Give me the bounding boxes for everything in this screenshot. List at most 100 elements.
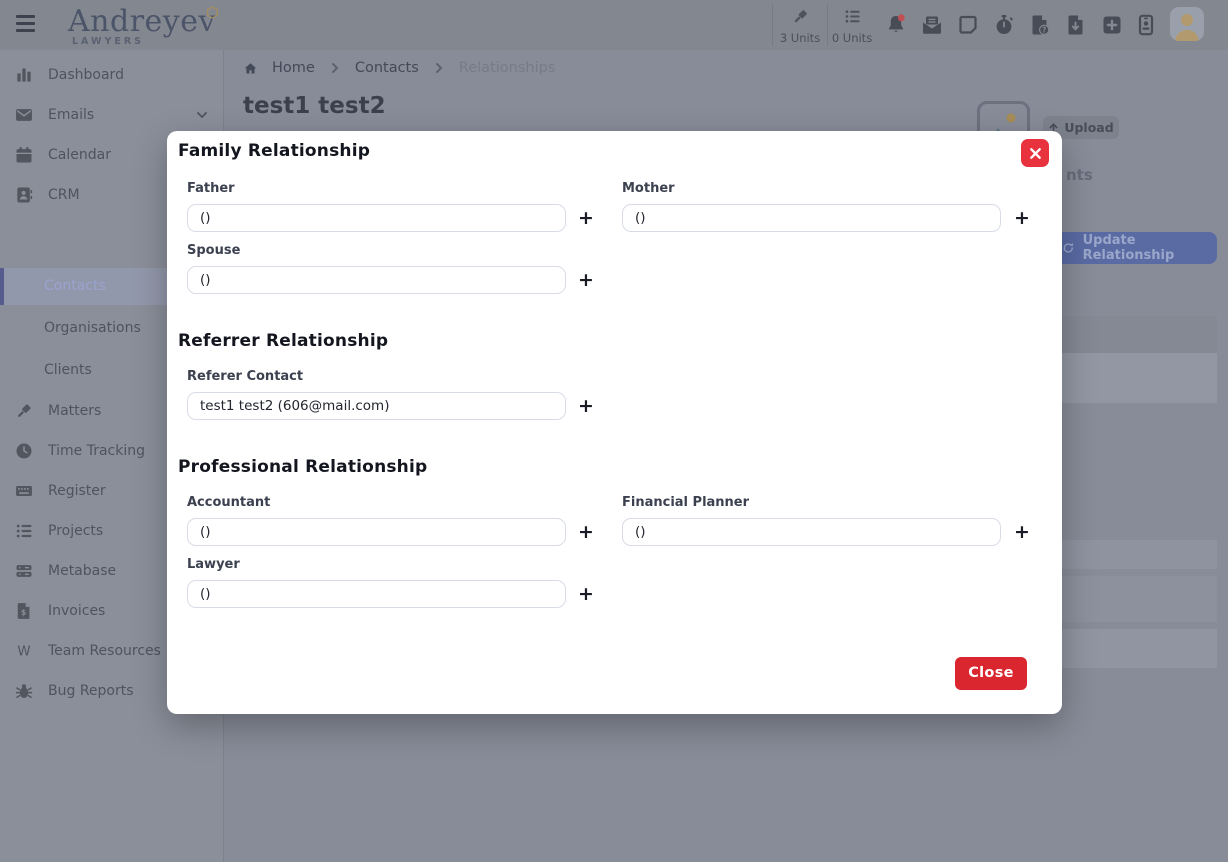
bell-icon[interactable] (884, 13, 908, 37)
units-gavel[interactable]: 3 Units (772, 4, 827, 46)
sidebar-label: Projects (48, 523, 104, 539)
modal-close-x-button[interactable] (1021, 139, 1049, 167)
sidebar-item-matters[interactable]: Matters (0, 391, 224, 431)
sidebar-label: Time Tracking (48, 443, 145, 459)
sidebar-item-crm[interactable]: CRM (0, 175, 224, 215)
hexagon-logo-icon (206, 6, 219, 19)
accountant-label: Accountant (187, 495, 271, 510)
svg-text:?: ? (1042, 26, 1046, 35)
user-avatar[interactable] (1170, 7, 1204, 41)
partially-hidden-text: nts (1066, 166, 1093, 184)
add-mother-button[interactable]: + (1014, 207, 1030, 229)
sidebar-label: Register (48, 483, 106, 499)
sidebar-item-metabase[interactable]: Metabase (0, 551, 224, 591)
envelope-icon (16, 109, 32, 121)
upload-button[interactable]: Upload (1043, 116, 1119, 139)
update-relationship-button[interactable]: Update Relationship (1040, 232, 1217, 264)
file-download-icon[interactable] (1064, 13, 1088, 37)
accountant-input[interactable]: () (187, 518, 566, 546)
page-title: test1 test2 (243, 93, 386, 119)
sidebar-label: Metabase (48, 563, 117, 579)
units-list[interactable]: 0 Units (827, 4, 876, 46)
file-question-icon[interactable]: ? (1028, 13, 1052, 37)
breadcrumb-relationships: Relationships (458, 60, 556, 76)
sidebar-label: Invoices (48, 603, 106, 619)
hamburger-menu-icon[interactable] (16, 15, 35, 32)
sidebar-item-invoices[interactable]: $ Invoices (0, 591, 224, 631)
referer-contact-input[interactable]: test1 test2 (606@mail.com) (187, 392, 566, 420)
id-card-icon[interactable] (1134, 13, 1158, 37)
sidebar-item-clients[interactable]: Clients (0, 350, 224, 390)
inbox-icon[interactable] (920, 13, 944, 37)
sidebar-label: Calendar (48, 147, 111, 163)
app-logo[interactable]: Andreyev LAWYERS (68, 4, 219, 47)
lawyer-label: Lawyer (187, 557, 240, 572)
mother-label: Mother (622, 181, 675, 196)
avatar-person-icon (1175, 14, 1199, 41)
sidebar-label: Team Resources (48, 643, 161, 659)
units-list-label: 0 Units (831, 31, 873, 45)
mother-input[interactable]: () (622, 204, 1001, 232)
add-financial-planner-button[interactable]: + (1014, 521, 1030, 543)
note-icon[interactable] (956, 13, 980, 37)
database-icon (16, 565, 32, 577)
sidebar-item-projects[interactable]: Projects (0, 511, 224, 551)
father-label: Father (187, 181, 235, 196)
sidebar-item-time-tracking[interactable]: Time Tracking (0, 431, 224, 471)
sidebar-item-calendar[interactable]: Calendar (0, 135, 224, 175)
add-father-button[interactable]: + (578, 207, 594, 229)
sidebar-item-team-resources[interactable]: W Team Resources (0, 631, 224, 671)
invoice-icon: $ (17, 603, 30, 619)
financial-planner-label: Financial Planner (622, 495, 750, 510)
logo-tagline: LAWYERS (72, 36, 144, 47)
chevron-right-icon (435, 63, 443, 73)
sidebar-item-bug-reports[interactable]: Bug Reports (0, 671, 224, 711)
referer-contact-label: Referer Contact (187, 369, 304, 384)
gavel-icon (18, 404, 31, 417)
father-input[interactable]: () (187, 204, 566, 232)
spouse-input[interactable]: () (187, 266, 566, 294)
breadcrumb: Home Contacts Relationships (243, 60, 555, 76)
add-referer-button[interactable]: + (578, 395, 594, 417)
add-spouse-button[interactable]: + (578, 269, 594, 291)
list-icon (16, 524, 32, 538)
close-icon (1029, 147, 1041, 159)
plus-square-icon[interactable] (1100, 13, 1124, 37)
stopwatch-icon[interactable] (992, 13, 1016, 37)
svg-text:$: $ (21, 608, 26, 617)
calendar-icon (16, 147, 32, 163)
sidebar-label-active: Contacts (44, 278, 106, 294)
top-header: Andreyev LAWYERS 3 Units 0 Units (0, 0, 1228, 50)
modal-section-title-family: Family Relationship (178, 141, 371, 161)
sidebar-label: Clients (44, 362, 92, 378)
gavel-icon (794, 10, 807, 23)
bar-chart-icon (17, 68, 31, 82)
chevron-down-icon (197, 112, 207, 119)
breadcrumb-contacts[interactable]: Contacts (354, 60, 419, 76)
sidebar-item-emails[interactable]: Emails (0, 95, 224, 135)
breadcrumb-home[interactable]: Home (272, 60, 315, 76)
sidebar-label: Bug Reports (48, 683, 134, 699)
add-lawyer-button[interactable]: + (578, 583, 594, 605)
update-relationship-label: Update Relationship (1082, 233, 1175, 263)
lawyer-input[interactable]: () (187, 580, 566, 608)
financial-planner-input[interactable]: () (622, 518, 1001, 546)
keyboard-icon (16, 486, 32, 496)
bug-icon (15, 684, 33, 699)
home-icon (244, 62, 257, 73)
sidebar-label: Emails (48, 107, 95, 123)
sidebar-item-register[interactable]: Register (0, 471, 224, 511)
units-gavel-label: 3 Units (779, 31, 821, 45)
svg-text:W: W (17, 645, 30, 660)
sidebar-item-organisations[interactable]: Organisations (0, 308, 224, 348)
add-accountant-button[interactable]: + (578, 521, 594, 543)
sidebar-label: Matters (48, 403, 102, 419)
spouse-label: Spouse (187, 243, 241, 258)
contact-card-icon (17, 187, 33, 203)
modal-close-button[interactable]: Close (955, 657, 1027, 690)
refresh-icon (1063, 243, 1073, 253)
wiki-w-icon: W (17, 645, 30, 660)
sidebar-label: Organisations (44, 320, 141, 336)
sidebar-item-dashboard[interactable]: Dashboard (0, 55, 224, 95)
